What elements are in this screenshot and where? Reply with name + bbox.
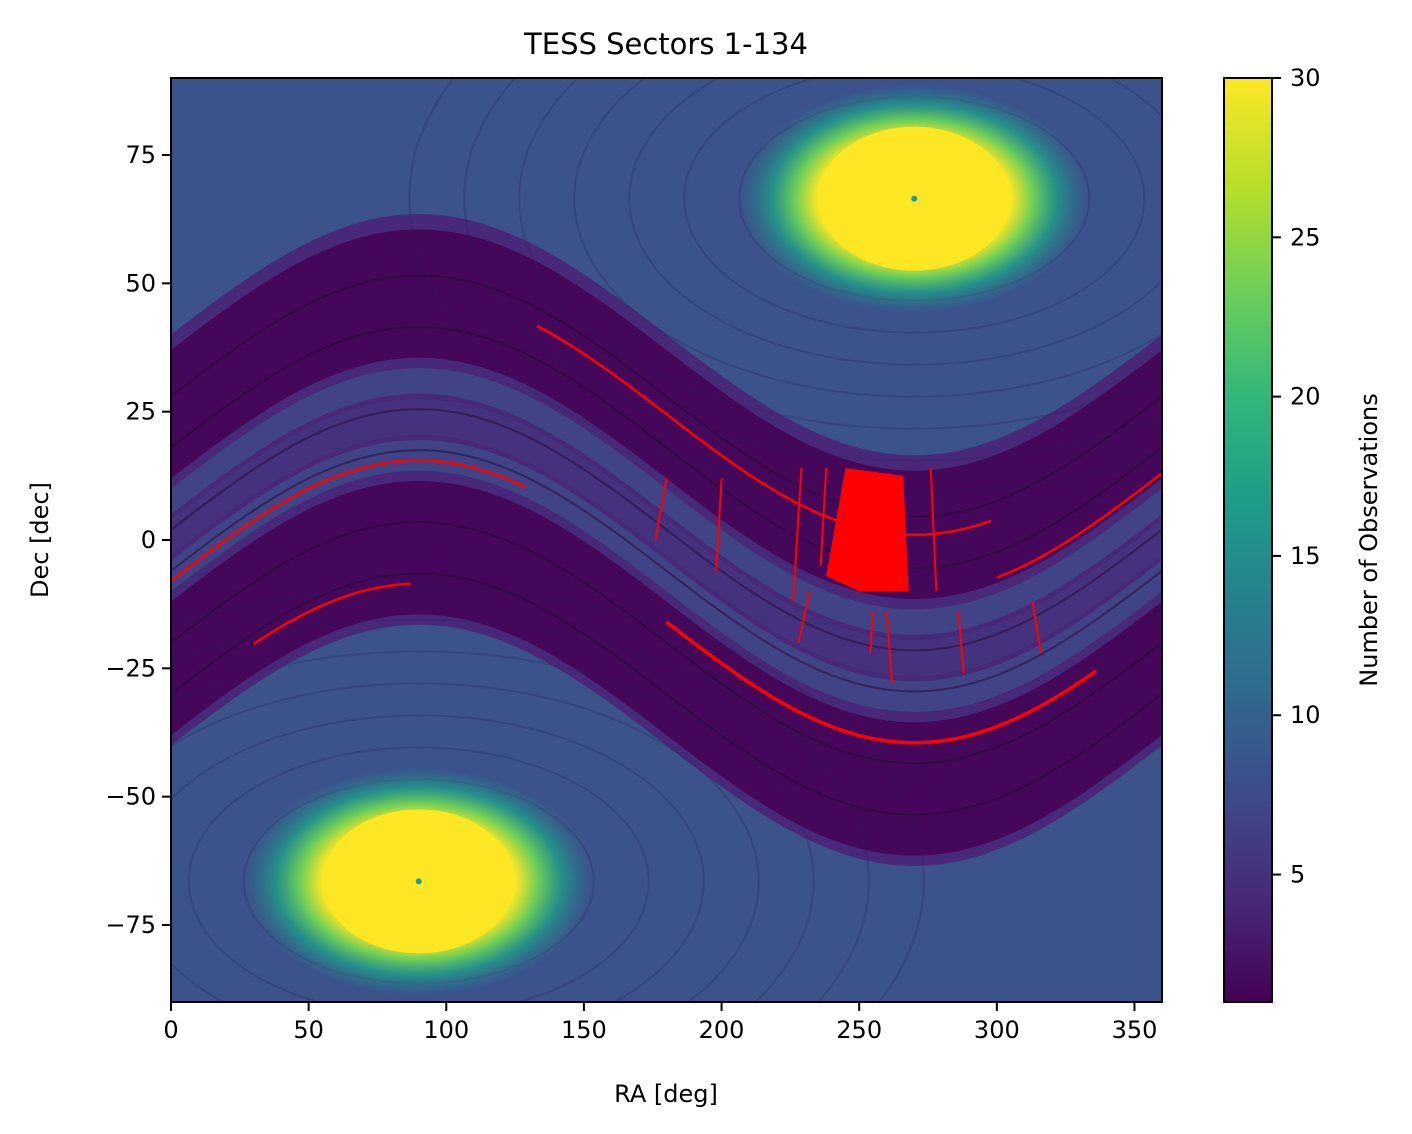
ecliptic-pole-marker (911, 195, 918, 202)
colorbar-ticks: 5 10 15 20 25 30 (1272, 64, 1321, 889)
y-tick-label: 0 (141, 526, 156, 554)
y-axis-ticks: −75 −50 −25 0 25 50 75 (105, 141, 171, 939)
coverage-band-minimal (171, 481, 1162, 856)
x-tick-label: 200 (699, 1016, 745, 1044)
x-tick-label: 100 (423, 1016, 469, 1044)
y-tick-label: 50 (125, 269, 156, 297)
y-tick-label: −25 (105, 654, 156, 682)
colorbar-tick-label: 25 (1290, 223, 1321, 251)
camera-boundary-line (171, 572, 1162, 816)
unobserved-gap-line (654, 478, 668, 541)
polar-arc (171, 618, 870, 1002)
unobserved-gap-line (797, 591, 811, 643)
unobserved-gap-line (869, 611, 874, 653)
y-tick-label: 25 (125, 398, 156, 426)
unobserved-gap-line (715, 478, 723, 571)
x-tick-label: 350 (1112, 1016, 1158, 1044)
x-axis-ticks: 0 50 100 150 200 250 300 350 (163, 1002, 1157, 1044)
colorbar: 5 10 15 20 25 30 Number of Observations (1223, 64, 1383, 1003)
x-tick-label: 50 (293, 1016, 324, 1044)
unobserved-gap-line (996, 472, 1162, 579)
y-tick-label: −50 (105, 783, 156, 811)
colorbar-tick-label: 15 (1290, 542, 1321, 570)
colorbar-tick-label: 20 (1290, 383, 1321, 411)
chart-title: TESS Sectors 1-134 (523, 27, 808, 61)
x-tick-label: 150 (561, 1016, 607, 1044)
y-tick-label: 75 (125, 141, 156, 169)
polar-arc (171, 650, 815, 1002)
colorbar-gradient (1224, 78, 1272, 1002)
coverage-band-ecliptic (171, 398, 1162, 676)
unobserved-gap-line (792, 468, 803, 602)
unobserved-gap-line (929, 468, 938, 592)
unobserved-gap-line (885, 611, 894, 684)
camera-boundary-line (171, 274, 1162, 518)
polar-arc (171, 714, 705, 1002)
unobserved-gap-line (665, 620, 1097, 745)
camera-boundary-line (171, 326, 1162, 570)
unobserved-gap-line (957, 611, 965, 674)
colorbar-tick-label: 10 (1290, 701, 1321, 729)
colorbar-tick-label: 5 (1290, 861, 1305, 889)
unobserved-gap-line (819, 468, 828, 566)
unobserved-gap-line (252, 582, 411, 646)
polar-arc (408, 78, 1162, 494)
unobserved-gap-line (171, 459, 527, 583)
unobserved-gap-line (536, 324, 992, 537)
polar-arc (573, 78, 1162, 398)
colorbar-tick-label: 30 (1290, 64, 1321, 92)
camera-boundary-line (171, 408, 1162, 652)
polar-arc (171, 586, 925, 1002)
polar-arc (518, 78, 1162, 430)
colorbar-label: Number of Observations (1355, 393, 1383, 686)
polar-arc (187, 746, 650, 1002)
unobserved-gap-line (1031, 601, 1042, 654)
coverage-band-moderate (171, 440, 1162, 712)
polar-arc (683, 78, 1146, 334)
ecliptic-pole-marker (415, 878, 422, 885)
y-tick-label: −75 (105, 911, 156, 939)
camera-boundary-line (171, 449, 1162, 693)
coverage-band-moderate (171, 368, 1162, 635)
x-tick-label: 250 (836, 1016, 882, 1044)
colorbar-frame (1223, 77, 1273, 1003)
camera-boundary-line (171, 521, 1162, 765)
polar-arc (628, 78, 1162, 366)
x-axis-label: RA [deg] (614, 1080, 718, 1108)
x-tick-label: 0 (163, 1016, 178, 1044)
x-tick-label: 300 (974, 1016, 1020, 1044)
polar-arc (171, 682, 760, 1002)
polar-arc (463, 78, 1162, 462)
y-axis-label: Dec [dec] (26, 482, 54, 598)
